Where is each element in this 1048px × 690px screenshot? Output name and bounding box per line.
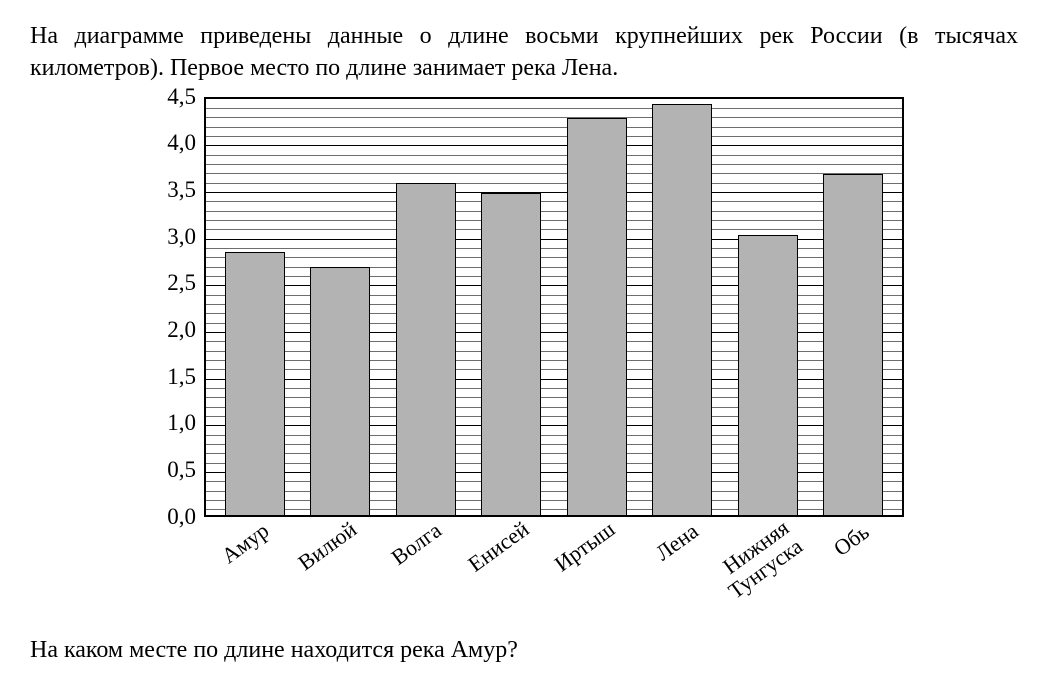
bar — [652, 104, 712, 515]
x-slot: Лена — [640, 517, 726, 627]
bar — [738, 235, 798, 515]
bar-slot — [212, 99, 298, 515]
x-slot: Вилюй — [296, 517, 382, 627]
x-slot: Нижняя Тунгуска — [726, 517, 812, 627]
chart-container: 4,54,03,53,02,52,01,51,00,50,0 Амур Вилюй… — [30, 97, 1018, 627]
x-axis-label: Амур — [217, 518, 272, 567]
x-axis-label: Енисей — [464, 517, 533, 576]
x-axis: АмурВилюйВолгаЕнисейИртышЛенаНижняя Тунг… — [204, 517, 904, 627]
bar-slot — [811, 99, 897, 515]
x-axis-label: Лена — [651, 519, 702, 565]
bar-slot — [725, 99, 811, 515]
x-slot: Волга — [382, 517, 468, 627]
bar-slot — [640, 99, 726, 515]
x-slot: Иртыш — [554, 517, 640, 627]
bar — [310, 267, 370, 514]
x-axis-label: Обь — [829, 520, 873, 561]
question-text: На каком месте по длине находится река А… — [30, 637, 1018, 664]
bar — [567, 118, 627, 515]
plot-area — [204, 97, 904, 517]
x-slot: Амур — [210, 517, 296, 627]
x-slot: Обь — [812, 517, 898, 627]
x-axis-label: Иртыш — [550, 517, 619, 576]
x-axis-label: Волга — [387, 518, 445, 569]
bars-layer — [206, 99, 902, 515]
bar-slot — [298, 99, 384, 515]
bar — [225, 252, 285, 515]
y-axis: 4,54,03,53,02,52,01,51,00,50,0 — [144, 97, 204, 517]
x-slot: Енисей — [468, 517, 554, 627]
bar-slot — [554, 99, 640, 515]
bar-chart: 4,54,03,53,02,52,01,51,00,50,0 Амур Вилюй… — [144, 97, 904, 627]
bar — [481, 193, 541, 515]
bar-slot — [383, 99, 469, 515]
x-axis-label: Вилюй — [294, 517, 361, 574]
intro-text: На диаграмме приведены данные о длине во… — [30, 20, 1018, 85]
bar — [823, 174, 883, 515]
bar-slot — [469, 99, 555, 515]
bar — [396, 183, 456, 514]
